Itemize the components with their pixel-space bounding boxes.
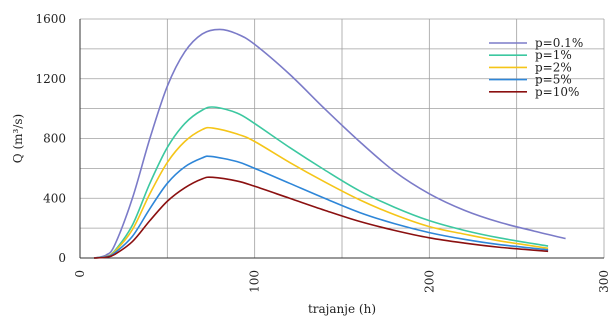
y-tick-labels: 0 400 800 1200 1600 xyxy=(35,12,66,265)
x-tick-label: 300 xyxy=(597,270,611,293)
x-tick-labels: 0 100 200 300 xyxy=(73,270,611,293)
y-axis-title: Q (m³/s) xyxy=(11,114,25,163)
x-tick-label: 100 xyxy=(248,270,262,293)
y-tick-label: 1200 xyxy=(35,72,66,86)
legend: p=0.1%p=1%p=2%p=5%p=10% xyxy=(489,36,583,99)
x-axis-title: trajanje (h) xyxy=(308,302,376,316)
grid xyxy=(79,18,605,259)
y-tick-label: 400 xyxy=(43,191,66,205)
legend-label: p=5% xyxy=(535,73,572,87)
legend-label: p=0.1% xyxy=(535,36,583,50)
legend-label: p=10% xyxy=(535,85,579,99)
y-tick-label: 0 xyxy=(58,251,66,265)
legend-label: p=1% xyxy=(535,48,572,62)
x-tick-label: 0 xyxy=(73,270,87,278)
series-line-p=1% xyxy=(93,106,549,259)
axes xyxy=(79,19,604,259)
legend-label: p=2% xyxy=(535,60,572,74)
series-lines xyxy=(93,28,566,259)
series-line-p=10% xyxy=(93,176,549,259)
series-line-p=5% xyxy=(93,155,549,259)
series-line-p=0.1% xyxy=(93,28,566,259)
x-tick-label: 200 xyxy=(422,270,436,293)
series-line-p=2% xyxy=(93,126,549,259)
y-tick-label: 1600 xyxy=(35,12,66,26)
y-tick-label: 800 xyxy=(43,132,66,146)
